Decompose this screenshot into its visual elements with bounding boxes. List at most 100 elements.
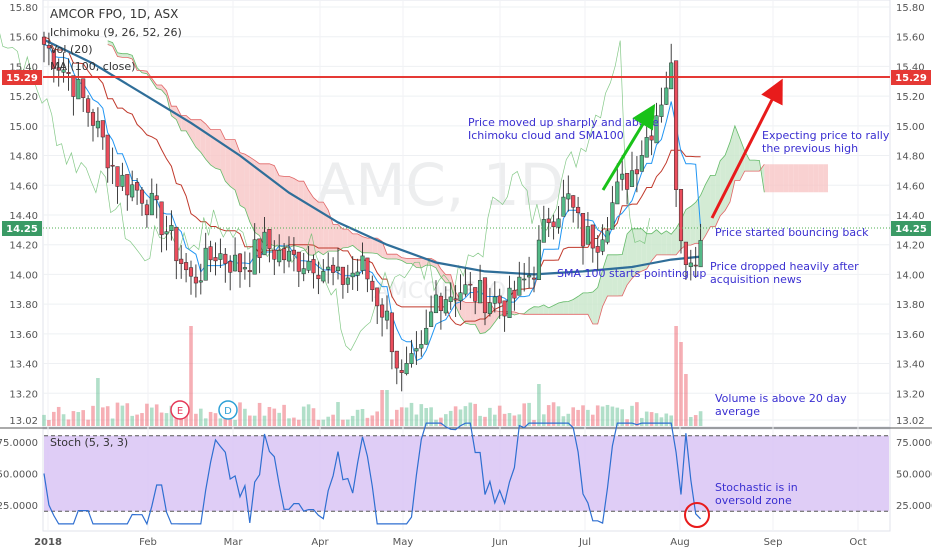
- cloud-segment: [764, 164, 770, 193]
- candle-body: [448, 296, 453, 303]
- candle-body: [517, 276, 522, 296]
- candle-body: [321, 271, 326, 282]
- y-tick-left: 14.80: [9, 152, 38, 163]
- candle-body: [115, 166, 120, 187]
- candle-body: [252, 239, 257, 275]
- y-tick-right: 15.20: [896, 92, 925, 103]
- cloud-segment: [622, 233, 628, 296]
- cloud-segment: [372, 238, 378, 254]
- volume-bar: [248, 415, 252, 426]
- volume-bar: [395, 409, 399, 426]
- candle-body: [218, 253, 223, 260]
- candle-body: [615, 181, 620, 205]
- candle-body: [277, 249, 282, 263]
- cloud-segment: [269, 163, 275, 247]
- volume-bar: [101, 407, 105, 426]
- indicator-volume[interactable]: Vol (20): [50, 43, 93, 56]
- dividend-marker[interactable]: [218, 400, 238, 420]
- cloud-segment: [357, 233, 363, 253]
- candle-body: [512, 289, 517, 299]
- cloud-segment: [352, 233, 358, 250]
- candle-body: [590, 224, 595, 249]
- volume-bar: [439, 417, 443, 426]
- volume-bar: [110, 418, 115, 426]
- volume-bar: [399, 407, 404, 426]
- volume-bar: [483, 416, 487, 426]
- symbol-title[interactable]: AMCOR FPO, 1D, ASX: [50, 7, 178, 21]
- red-arrow: [710, 78, 783, 219]
- annotation-price-dropped: Price dropped heavily after acquisition …: [710, 260, 862, 286]
- cloud-segment: [656, 229, 662, 255]
- candle-body: [424, 327, 429, 345]
- main-pane-frame: [42, 0, 891, 428]
- earnings-marker[interactable]: [170, 400, 190, 420]
- cloud-segment: [529, 306, 534, 315]
- cloud-segment: [538, 304, 544, 315]
- candle-body: [326, 266, 331, 270]
- candle-body: [61, 69, 66, 73]
- candle-body: [669, 62, 674, 90]
- x-tick-label: Feb: [139, 537, 157, 548]
- volume-bar: [693, 415, 698, 426]
- indicator-ichimoku[interactable]: Ichimoku (9, 26, 52, 26): [50, 26, 182, 39]
- stoch-k-line: [43, 422, 702, 526]
- y-tick-left: 13.20: [9, 389, 38, 400]
- stoch-tick-left: 25.0000: [0, 501, 38, 512]
- candle-body: [659, 104, 664, 117]
- annotation-sma-pointing-up: SMA 100 starts pointing up: [557, 267, 706, 280]
- candle-body: [414, 348, 419, 352]
- candle-body: [350, 272, 355, 278]
- volume-bar: [659, 417, 664, 426]
- dividend-marker-label: D: [224, 406, 232, 417]
- volume-bar: [311, 408, 316, 426]
- y-tick-right: 15.60: [896, 33, 925, 44]
- indicator-ma[interactable]: MA (100, close): [50, 60, 135, 73]
- volume-bar: [610, 406, 615, 426]
- cloud-segment: [636, 228, 642, 274]
- candle-body: [644, 137, 649, 158]
- stoch-tick-left: 75.0000: [0, 438, 38, 449]
- volume-bar: [370, 415, 375, 426]
- volume-bar: [306, 404, 311, 426]
- last-price-badge-right: [891, 221, 931, 236]
- annotation-expecting-rally: Expecting price to rally the previous hi…: [762, 129, 893, 155]
- candle-body: [282, 248, 287, 261]
- cloud-segment: [333, 224, 338, 252]
- y-tick-left: 15.00: [9, 122, 38, 133]
- cloud-segment: [823, 164, 828, 193]
- candle-body: [478, 280, 483, 304]
- candle-body: [399, 370, 404, 373]
- resistance-badge-right: [891, 70, 931, 85]
- y-tick-right: 13.20: [896, 389, 925, 400]
- candle-body: [443, 299, 448, 314]
- candle-body: [522, 278, 527, 281]
- stoch-title[interactable]: Stoch (5, 3, 3): [50, 436, 128, 449]
- candle-body: [174, 226, 179, 262]
- candle-body: [360, 255, 365, 271]
- candle-body: [56, 67, 61, 71]
- volume-bar: [105, 406, 110, 426]
- candle-body: [384, 310, 390, 321]
- cloud-segment: [298, 181, 304, 249]
- volume-bar: [174, 416, 179, 426]
- candle-body: [203, 247, 208, 281]
- cloud-segment: [783, 164, 789, 193]
- cloud-segment: [592, 287, 598, 325]
- candle-body: [86, 98, 91, 113]
- volume-bar: [571, 407, 575, 426]
- candle-body: [316, 274, 321, 280]
- cloud-segment: [293, 178, 299, 247]
- candle-body: [600, 239, 605, 252]
- volume-bar: [385, 390, 389, 426]
- volume-bar: [600, 406, 605, 426]
- cloud-segment: [602, 254, 608, 307]
- cloud-segment: [607, 254, 613, 297]
- volume-bar: [586, 409, 590, 426]
- cloud-segment: [725, 142, 730, 211]
- volume-bar: [326, 416, 330, 426]
- cloud-segment: [406, 258, 412, 264]
- cloud-segment: [720, 155, 726, 216]
- candle-body: [164, 231, 169, 235]
- stoch-tick-right: 50.0000: [896, 470, 932, 481]
